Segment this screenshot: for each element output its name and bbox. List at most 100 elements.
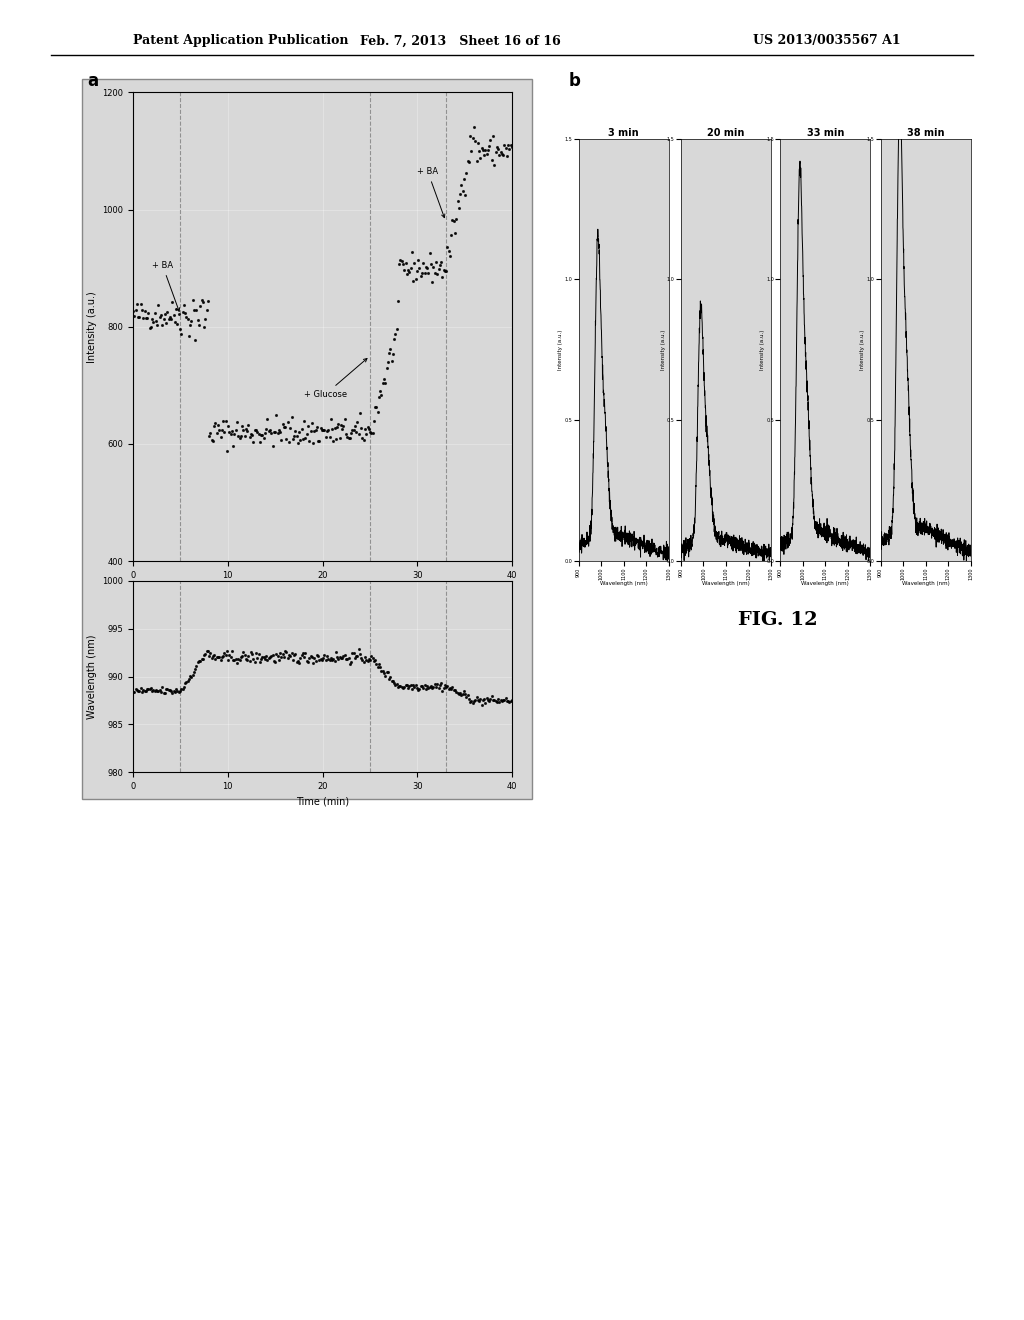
- Point: [173, 323, 189, 345]
- Point: [295, 428, 311, 449]
- Point: [408, 269, 424, 290]
- Point: [323, 647, 339, 668]
- Point: [502, 692, 518, 713]
- Point: [388, 318, 404, 339]
- Point: [419, 676, 435, 697]
- Point: [486, 154, 503, 176]
- Point: [410, 678, 426, 700]
- Y-axis label: Intensity (a.u.): Intensity (a.u.): [660, 330, 666, 370]
- Point: [263, 422, 280, 444]
- Point: [140, 678, 157, 700]
- Point: [303, 412, 319, 433]
- Point: [418, 678, 434, 700]
- Point: [131, 680, 147, 701]
- Point: [154, 314, 170, 335]
- Point: [420, 263, 436, 284]
- Point: [162, 678, 178, 700]
- Point: [200, 640, 216, 661]
- Point: [201, 425, 217, 446]
- Point: [249, 647, 265, 668]
- Point: [225, 649, 242, 671]
- Point: [161, 678, 177, 700]
- Point: [134, 681, 151, 702]
- Point: [284, 643, 300, 664]
- Point: [419, 257, 435, 279]
- Point: [366, 411, 382, 432]
- Point: [364, 422, 380, 444]
- Point: [280, 648, 296, 669]
- Point: [409, 677, 425, 698]
- Point: [345, 642, 361, 663]
- Point: [412, 678, 428, 700]
- Point: [219, 640, 236, 661]
- Point: [436, 261, 453, 282]
- Point: [441, 246, 458, 267]
- Point: [400, 677, 417, 698]
- Point: [307, 651, 324, 672]
- Point: [173, 678, 189, 700]
- Point: [163, 309, 179, 330]
- Point: [488, 136, 505, 157]
- Point: [470, 132, 486, 153]
- Point: [194, 648, 210, 669]
- Point: [273, 430, 290, 451]
- Point: [339, 426, 355, 447]
- Point: [141, 678, 158, 700]
- Point: [369, 653, 385, 675]
- Point: [492, 145, 508, 166]
- Point: [205, 430, 221, 451]
- Point: [270, 649, 287, 671]
- Point: [360, 418, 377, 440]
- Point: [233, 416, 250, 437]
- Point: [147, 680, 164, 701]
- Point: [238, 648, 254, 669]
- Point: [217, 644, 233, 665]
- Point: [463, 690, 479, 711]
- Point: [439, 236, 456, 257]
- Point: [425, 256, 441, 277]
- Point: [323, 408, 339, 429]
- Point: [125, 682, 141, 704]
- Point: [265, 649, 282, 671]
- Point: [130, 306, 146, 327]
- Point: [347, 648, 364, 669]
- Point: [334, 418, 350, 440]
- Point: [483, 685, 500, 706]
- Point: [457, 684, 473, 705]
- Point: [422, 677, 438, 698]
- Point: [475, 689, 492, 710]
- Point: [441, 677, 458, 698]
- Point: [292, 648, 308, 669]
- Point: [222, 647, 239, 668]
- Y-axis label: Intensity (a.u.): Intensity (a.u.): [558, 330, 563, 370]
- Point: [150, 681, 166, 702]
- Point: [385, 343, 401, 364]
- Y-axis label: Wavelength (nm): Wavelength (nm): [87, 634, 97, 719]
- Point: [246, 432, 262, 453]
- Point: [188, 656, 205, 677]
- Point: [312, 418, 329, 440]
- Point: [211, 418, 227, 440]
- X-axis label: Wavelength (nm): Wavelength (nm): [702, 581, 750, 586]
- Point: [398, 675, 415, 696]
- Point: [429, 675, 445, 696]
- Point: [347, 416, 364, 437]
- Point: [343, 651, 359, 672]
- Point: [162, 306, 178, 327]
- Point: [294, 644, 310, 665]
- Point: [417, 263, 433, 284]
- Point: [242, 426, 258, 447]
- Point: [305, 652, 322, 673]
- Point: [403, 678, 420, 700]
- Point: [168, 678, 184, 700]
- Point: [460, 150, 476, 172]
- Point: [502, 139, 518, 160]
- Point: [383, 671, 399, 692]
- Point: [146, 681, 163, 702]
- Point: [247, 652, 263, 673]
- Point: [428, 677, 444, 698]
- Point: [404, 271, 421, 292]
- Point: [306, 420, 323, 441]
- Point: [435, 260, 452, 281]
- Point: [196, 644, 212, 665]
